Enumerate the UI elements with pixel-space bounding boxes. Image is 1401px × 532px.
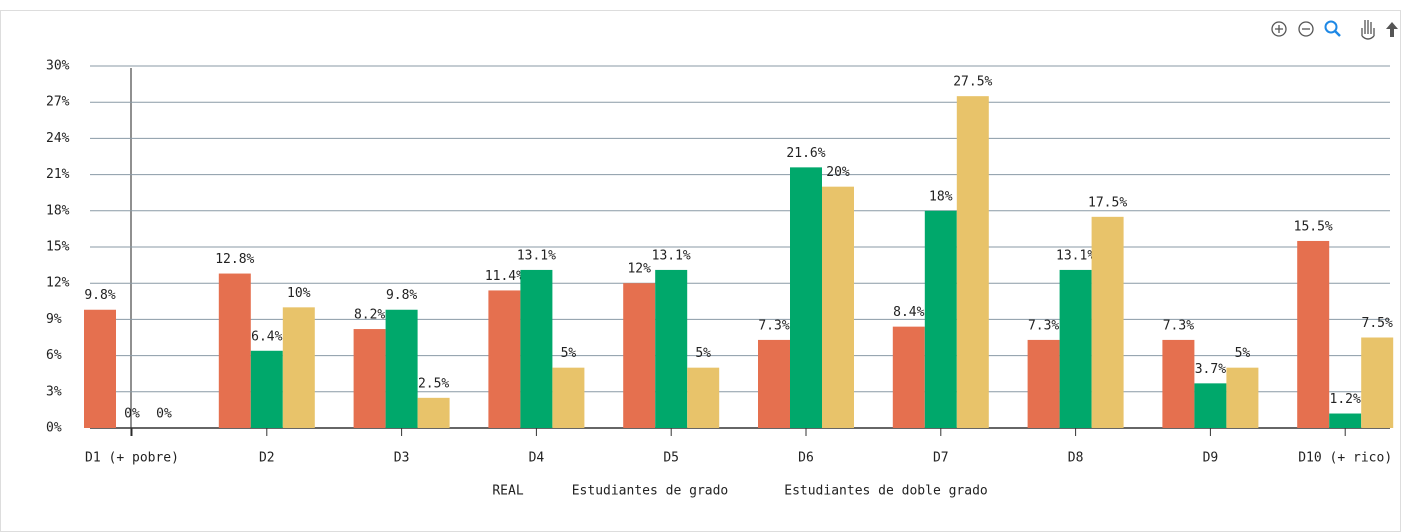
bar [1361,337,1394,428]
y-tick-label: 27% [46,95,70,110]
bar [892,326,925,428]
value-label: 12.8% [215,252,254,267]
value-label: 9.8% [84,288,115,303]
bar [687,367,720,428]
bar [353,329,386,428]
value-label: 8.4% [893,305,924,320]
bar [250,350,283,428]
bar [218,273,251,428]
bar [488,290,521,428]
x-tick-label: D9 [1203,451,1219,466]
bar [655,269,688,428]
value-label: 17.5% [1088,195,1127,210]
y-tick-label: 3% [46,384,62,399]
legend-entry: REAL [492,484,523,499]
y-tick-label: 9% [46,312,62,327]
value-label: 1.2% [1330,392,1361,407]
value-label: 5% [695,346,711,361]
bar [956,96,989,429]
bar [385,309,418,428]
x-tick-label: D1 (+ pobre) [85,451,179,466]
bar [1194,383,1227,428]
bar [1027,339,1060,428]
value-label: 2.5% [418,376,449,391]
y-tick-label: 15% [46,240,70,255]
value-label: 11.4% [485,269,524,284]
value-label: 13.1% [1056,248,1095,263]
value-label: 8.2% [354,308,385,323]
bar [822,186,854,428]
bar [790,167,822,429]
value-label: 13.1% [517,248,556,263]
y-tick-label: 21% [46,167,70,182]
value-label: 27.5% [953,75,992,90]
pan[interactable] [1361,20,1375,40]
y-tick-label: 18% [46,203,70,218]
value-label: 7.3% [1028,318,1059,333]
bar [1059,269,1092,428]
bar [1226,367,1259,428]
value-label: 7.5% [1362,316,1393,331]
bar [924,210,957,428]
y-tick-label: 6% [46,348,62,363]
value-label: 5% [561,346,577,361]
x-tick-label: D3 [394,451,410,466]
bar [417,397,450,428]
zoom-out[interactable] [1298,21,1314,37]
value-label: 7.3% [1163,318,1194,333]
value-label: 0% [124,407,140,422]
x-tick-label: D2 [259,451,275,466]
value-label: 12% [627,262,651,277]
x-tick-label: D8 [1068,451,1084,466]
value-label: 5% [1235,346,1251,361]
legend-entry: Estudiantes de doble grado [784,484,988,499]
bar [623,283,656,428]
toolbar[interactable] [1271,20,1398,40]
bar [282,307,315,428]
value-label: 10% [287,286,311,301]
bar [520,269,553,428]
x-tick-label: D4 [529,451,545,466]
bar [1297,240,1330,428]
value-label: 20% [826,165,850,180]
bar [1329,413,1362,428]
y-tick-label: 12% [46,276,70,291]
x-tick-label: D10 (+ rico) [1298,451,1392,466]
bar [1162,339,1195,428]
value-label: 0% [156,407,172,422]
value-label: 3.7% [1195,362,1226,377]
value-label: 9.8% [386,288,417,303]
value-label: 18% [929,189,953,204]
x-tick-label: D6 [798,451,814,466]
value-label: 7.3% [758,318,789,333]
bar [84,309,116,428]
frame [0,10,1401,532]
y-tick-label: 0% [46,421,62,436]
value-label: 15.5% [1294,219,1333,234]
x-tick-label: D7 [933,451,949,466]
home[interactable] [1386,22,1398,37]
x-tick-label: D5 [663,451,679,466]
legend-entry: Estudiantes de grado [572,484,729,499]
y-tick-label: 30% [46,59,70,74]
bar [552,367,585,428]
value-label: 13.1% [652,248,691,263]
zoom[interactable] [1324,20,1338,34]
bar [758,339,790,428]
zoom-in[interactable] [1271,21,1287,37]
value-label: 6.4% [251,329,282,344]
bar [1091,216,1124,428]
y-tick-label: 24% [46,131,70,146]
value-label: 21.6% [786,146,825,161]
